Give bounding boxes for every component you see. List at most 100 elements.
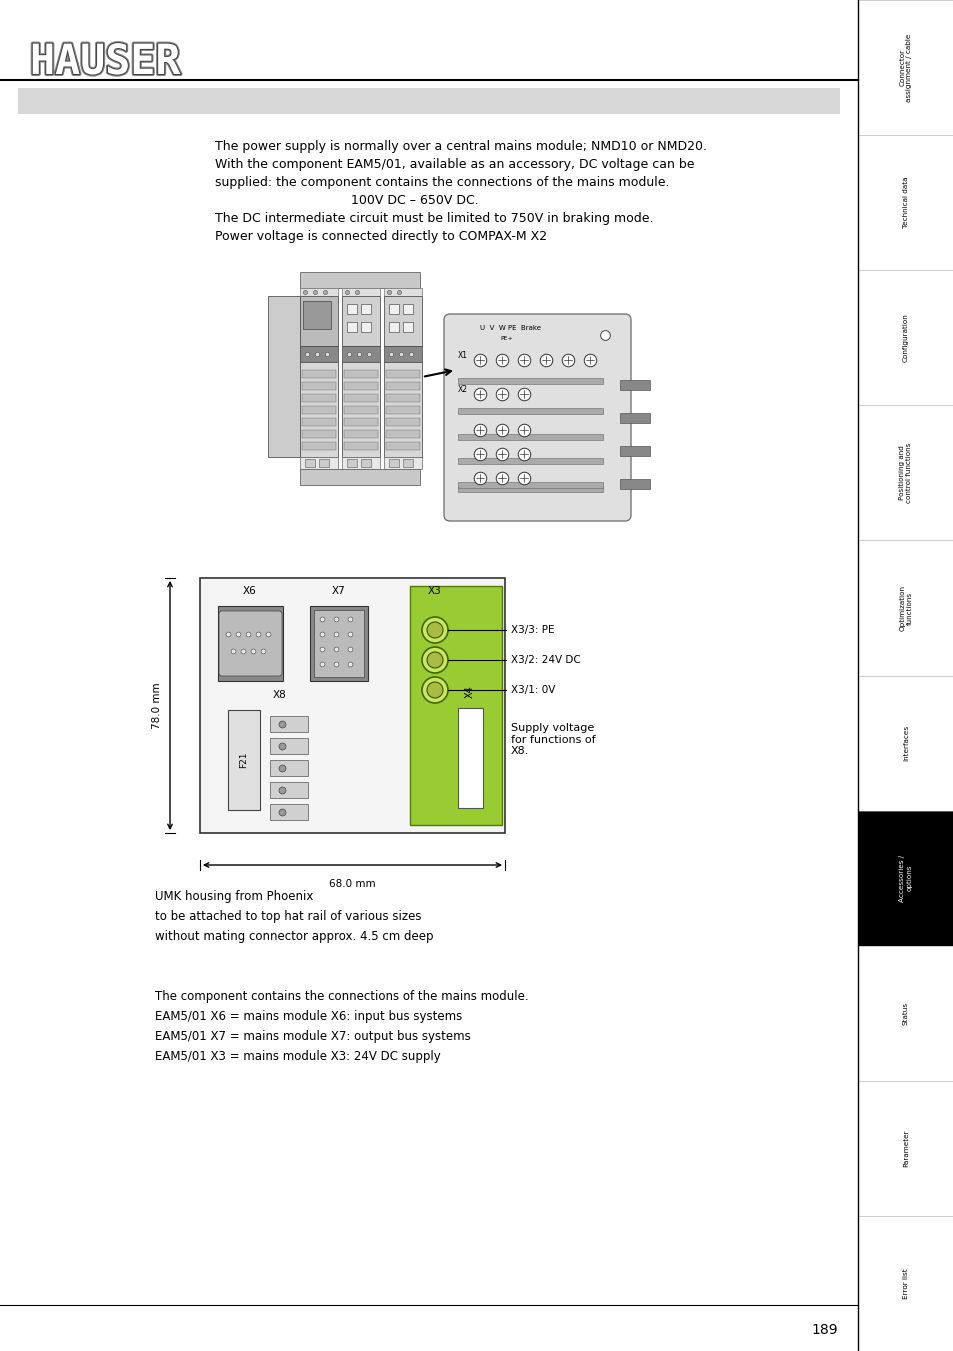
Bar bbox=[457, 408, 602, 413]
Text: supplied: the component contains the connections of the mains module.: supplied: the component contains the con… bbox=[214, 176, 669, 189]
Bar bbox=[299, 362, 337, 457]
Text: F21: F21 bbox=[239, 751, 248, 769]
Bar bbox=[318, 459, 329, 467]
Bar bbox=[341, 296, 379, 346]
Text: Configuration: Configuration bbox=[902, 313, 908, 362]
Text: UMK housing from Phoenix
to be attached to top hat rail of various sizes
without: UMK housing from Phoenix to be attached … bbox=[154, 890, 433, 943]
Circle shape bbox=[421, 617, 448, 643]
FancyBboxPatch shape bbox=[219, 611, 282, 676]
Text: X4: X4 bbox=[464, 685, 475, 698]
Bar bbox=[619, 413, 649, 423]
Bar bbox=[384, 288, 421, 296]
Bar bbox=[18, 88, 840, 113]
Text: X6: X6 bbox=[243, 586, 256, 596]
Bar bbox=[384, 362, 421, 457]
Bar bbox=[360, 304, 371, 313]
Bar bbox=[347, 459, 356, 467]
Circle shape bbox=[427, 653, 442, 667]
Bar bbox=[402, 459, 413, 467]
Text: Supply voltage
for functions of
X8.: Supply voltage for functions of X8. bbox=[511, 723, 595, 757]
Bar bbox=[402, 322, 413, 332]
Bar bbox=[268, 296, 299, 457]
Bar bbox=[218, 607, 283, 681]
Bar bbox=[386, 442, 419, 450]
Text: Interfaces: Interfaces bbox=[902, 725, 908, 761]
Circle shape bbox=[421, 647, 448, 673]
Bar bbox=[270, 782, 308, 798]
Bar bbox=[347, 322, 356, 332]
Bar bbox=[386, 407, 419, 413]
Text: The component contains the connections of the mains module.
EAM5/01 X6 = mains m: The component contains the connections o… bbox=[154, 990, 528, 1063]
Bar bbox=[200, 578, 504, 834]
Text: X2: X2 bbox=[457, 385, 468, 394]
Bar bbox=[302, 417, 335, 426]
Text: Parameter: Parameter bbox=[902, 1129, 908, 1167]
Bar bbox=[299, 469, 419, 485]
Bar bbox=[302, 407, 335, 413]
FancyBboxPatch shape bbox=[443, 313, 630, 521]
Bar bbox=[341, 346, 379, 362]
Bar bbox=[344, 394, 377, 403]
Text: The DC intermediate circuit must be limited to 750V in braking mode.: The DC intermediate circuit must be limi… bbox=[214, 212, 653, 226]
Bar bbox=[347, 304, 356, 313]
Bar bbox=[619, 380, 649, 390]
Text: Error list: Error list bbox=[902, 1269, 908, 1298]
Text: Accessories /
options: Accessories / options bbox=[899, 855, 911, 901]
Text: X3/2: 24V DC: X3/2: 24V DC bbox=[511, 655, 580, 665]
Bar bbox=[384, 457, 421, 469]
Text: With the component EAM5/01, available as an accessory, DC voltage can be: With the component EAM5/01, available as… bbox=[214, 158, 694, 172]
Text: Power voltage is connected directly to COMPAX-M X2: Power voltage is connected directly to C… bbox=[214, 230, 547, 243]
Bar bbox=[386, 370, 419, 378]
Bar bbox=[619, 480, 649, 489]
Bar bbox=[457, 708, 482, 808]
Bar bbox=[299, 272, 419, 288]
Bar bbox=[299, 457, 337, 469]
Bar bbox=[360, 459, 371, 467]
Bar bbox=[619, 446, 649, 457]
Bar bbox=[402, 304, 413, 313]
Bar bbox=[344, 370, 377, 378]
Bar bbox=[389, 304, 398, 313]
Text: X3/1: 0V: X3/1: 0V bbox=[511, 685, 555, 694]
Text: U  V  W PE  Brake: U V W PE Brake bbox=[479, 326, 540, 331]
Text: HAUSER: HAUSER bbox=[30, 41, 180, 82]
Bar bbox=[314, 611, 364, 677]
Text: Positioning and
control functions: Positioning and control functions bbox=[899, 443, 911, 503]
Text: 100V DC – 650V DC.: 100V DC – 650V DC. bbox=[351, 195, 478, 207]
Text: 68.0 mm: 68.0 mm bbox=[329, 880, 375, 889]
Bar bbox=[457, 378, 602, 384]
Text: HAUSER: HAUSER bbox=[30, 41, 180, 82]
Bar bbox=[389, 459, 398, 467]
Circle shape bbox=[427, 621, 442, 638]
Bar bbox=[344, 442, 377, 450]
Bar bbox=[386, 382, 419, 390]
Bar bbox=[299, 346, 337, 362]
Bar bbox=[386, 417, 419, 426]
Bar bbox=[858, 811, 953, 946]
Bar bbox=[457, 434, 602, 440]
Bar bbox=[228, 711, 260, 811]
Bar bbox=[302, 370, 335, 378]
Bar bbox=[457, 482, 602, 488]
Bar bbox=[270, 804, 308, 820]
Bar bbox=[384, 296, 421, 346]
Circle shape bbox=[427, 682, 442, 698]
Bar bbox=[270, 761, 308, 775]
Bar bbox=[344, 382, 377, 390]
Bar bbox=[344, 417, 377, 426]
Text: PE+: PE+ bbox=[499, 336, 512, 340]
Bar bbox=[341, 288, 379, 296]
Text: X3: X3 bbox=[428, 586, 441, 596]
Bar bbox=[457, 458, 602, 463]
Bar bbox=[341, 362, 379, 457]
Bar bbox=[341, 457, 379, 469]
Bar bbox=[302, 430, 335, 438]
Bar bbox=[299, 288, 337, 296]
Bar bbox=[386, 394, 419, 403]
Bar bbox=[360, 322, 371, 332]
Bar bbox=[302, 382, 335, 390]
Bar bbox=[344, 430, 377, 438]
Text: The power supply is normally over a central mains module; NMD10 or NMD20.: The power supply is normally over a cent… bbox=[214, 141, 706, 153]
Bar bbox=[389, 322, 398, 332]
Bar bbox=[457, 486, 602, 492]
